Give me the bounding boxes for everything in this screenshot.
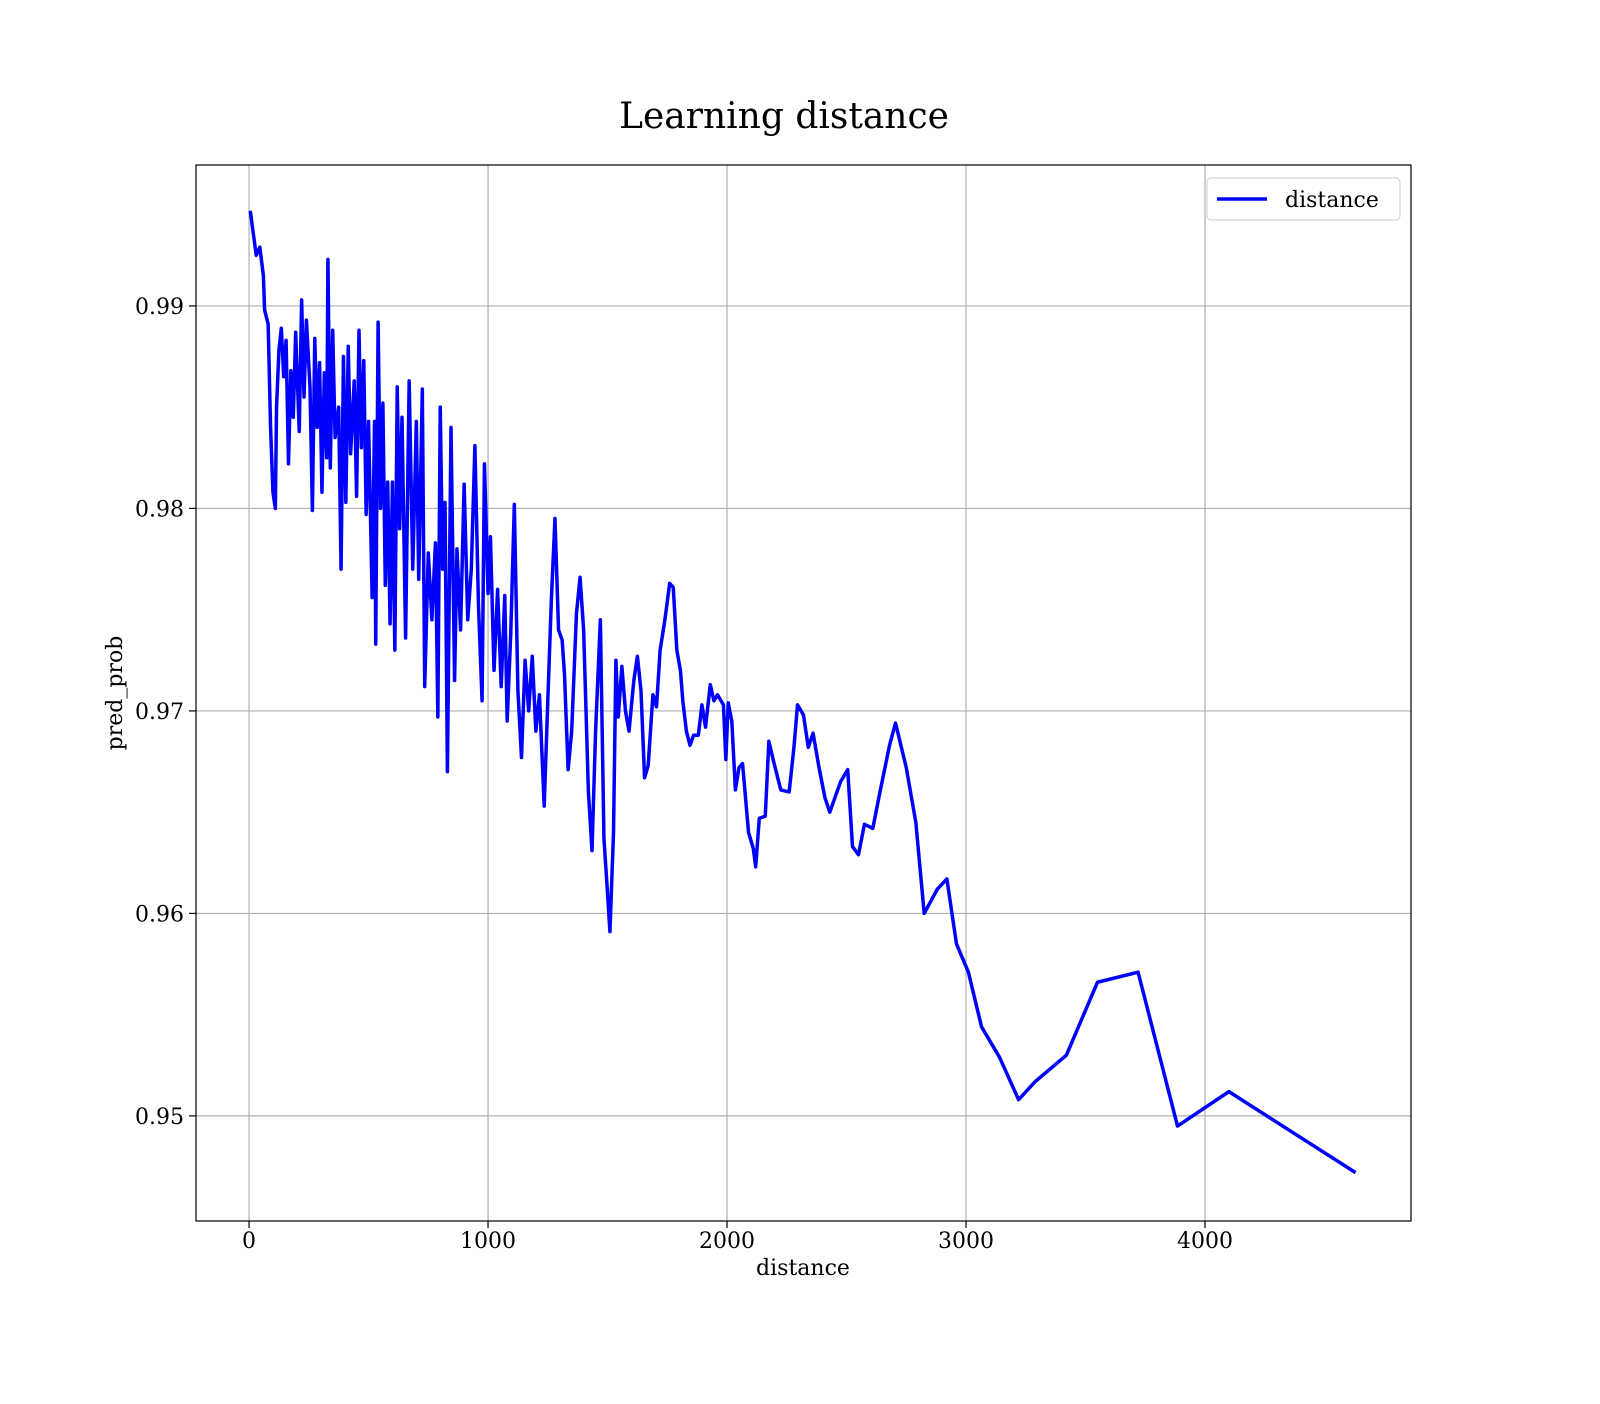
y-tick-label: 0.98 [135, 497, 184, 522]
y-tick-label: 0.95 [135, 1105, 184, 1130]
x-tick-label: 2000 [699, 1229, 755, 1254]
plot-frame [195, 164, 1412, 1222]
x-axis-label: distance [756, 1256, 850, 1281]
x-tick-label: 0 [242, 1229, 256, 1254]
y-tick-label: 0.99 [135, 295, 184, 320]
legend-box [1206, 177, 1401, 221]
data-line [248, 210, 1357, 1175]
y-axis-label: pred_prob [103, 636, 128, 751]
legend-label: distance [1285, 188, 1379, 213]
chart-title: Learning distance [619, 96, 949, 137]
x-tick-label: 1000 [460, 1229, 516, 1254]
x-tick-label: 3000 [938, 1229, 994, 1254]
y-tick-label: 0.96 [135, 902, 184, 927]
y-tick-label: 0.97 [135, 700, 184, 725]
x-tick-label: 4000 [1177, 1229, 1233, 1254]
